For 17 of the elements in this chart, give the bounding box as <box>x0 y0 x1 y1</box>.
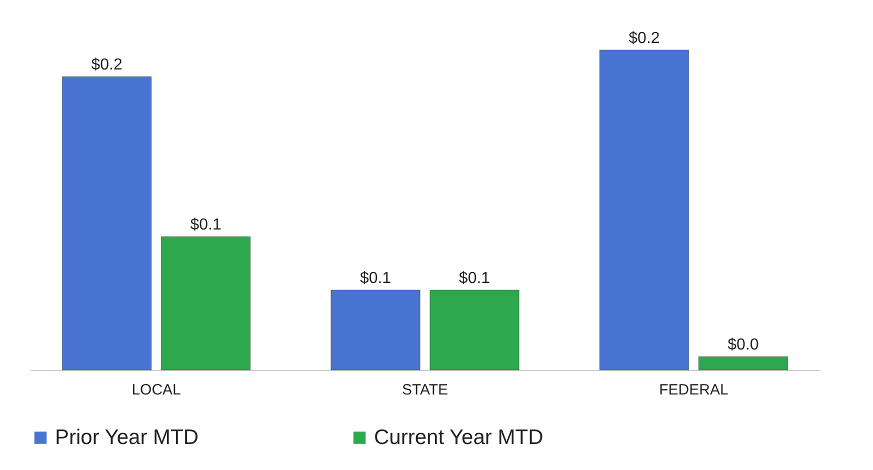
data-label: $0.1 <box>360 270 392 287</box>
bar <box>430 290 520 370</box>
data-label: $0.0 <box>728 336 759 354</box>
data-label: $0.1 <box>458 270 490 287</box>
bar <box>698 356 788 370</box>
x-tick-label: STATE <box>402 382 448 398</box>
bar <box>330 290 420 370</box>
bar <box>160 236 251 370</box>
data-label: $0.2 <box>628 30 660 47</box>
legend-label: Current Year MTD <box>374 426 544 449</box>
data-label: $0.1 <box>190 216 222 234</box>
bar <box>599 50 690 370</box>
bar <box>62 76 152 370</box>
x-tick-label: FEDERAL <box>659 382 728 398</box>
legend-label: Prior Year MTD <box>55 426 199 449</box>
data-label: $0.2 <box>91 56 122 74</box>
x-tick-label: LOCAL <box>132 382 181 398</box>
